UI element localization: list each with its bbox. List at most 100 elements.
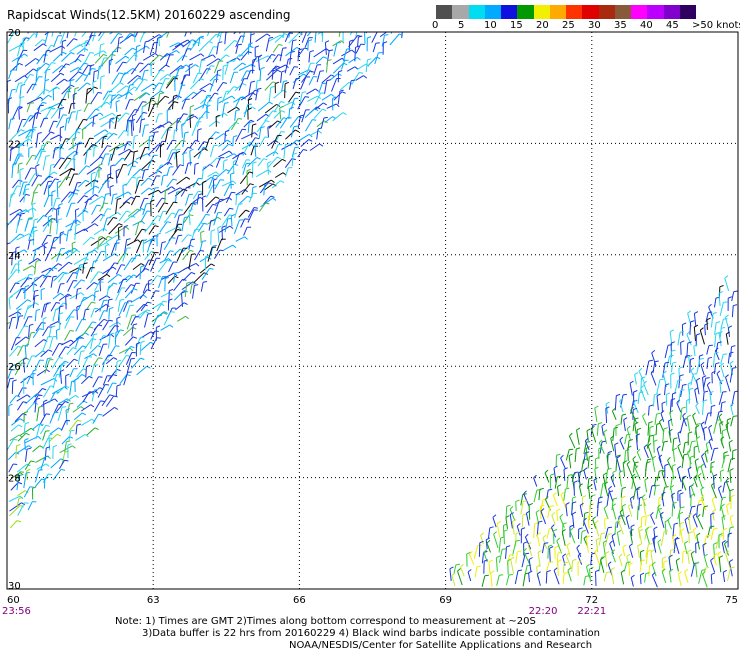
wind-barb-feather xyxy=(269,37,273,38)
wind-barb xyxy=(100,280,101,291)
wind-barb-feather xyxy=(14,439,18,440)
wind-barb xyxy=(691,495,692,506)
y-tick-label: 24 xyxy=(8,251,21,262)
plot-background xyxy=(7,32,738,589)
wind-barb-feather xyxy=(51,326,55,327)
wind-barb xyxy=(93,82,94,93)
wind-barb-feather xyxy=(586,442,590,443)
wind-barb-feather xyxy=(700,359,704,360)
wind-barb xyxy=(236,195,237,205)
wind-barb xyxy=(115,332,116,345)
wind-barb-feather xyxy=(324,117,328,118)
wind-barb xyxy=(268,127,269,137)
wind-barb xyxy=(28,20,30,34)
wind-barb xyxy=(231,174,232,188)
wind-barb xyxy=(44,244,45,254)
wind-barb-feather xyxy=(359,73,363,74)
y-tick-label: 30 xyxy=(8,581,21,592)
wind-barb-feather xyxy=(105,360,109,361)
wind-barb-feather xyxy=(30,487,34,488)
wind-barb-feather xyxy=(665,487,669,488)
wind-barb-feather xyxy=(288,59,292,60)
wind-barb-feather xyxy=(365,28,369,30)
wind-barb-feather xyxy=(57,374,61,375)
wind-barb-feather xyxy=(659,470,663,471)
wind-barb-feather xyxy=(686,356,690,357)
wind-barb xyxy=(190,116,191,128)
wind-barb-feather xyxy=(382,22,386,23)
wind-barb-feather xyxy=(70,403,74,404)
wind-barb-feather xyxy=(213,245,217,246)
y-tick-label: 20 xyxy=(8,28,21,39)
wind-barb-feather xyxy=(30,19,34,20)
wind-barb-feather xyxy=(99,414,103,415)
wind-barb-feather xyxy=(135,30,139,31)
wind-barb-feather xyxy=(143,102,147,103)
wind-barb-feather xyxy=(45,304,49,305)
wind-barb-feather xyxy=(92,69,96,70)
wind-barb-feather xyxy=(39,395,43,396)
wind-barb-feather xyxy=(649,435,653,436)
wind-barb-feather xyxy=(201,60,205,61)
wind-barb-feather xyxy=(34,192,38,193)
wind-barb-feather xyxy=(187,25,190,27)
wind-barb-feather xyxy=(23,388,27,389)
wind-barb xyxy=(666,395,667,406)
wind-barb-feather xyxy=(385,35,389,36)
wind-barb-feather xyxy=(59,344,63,345)
wind-barb-feather xyxy=(343,27,347,29)
wind-barb xyxy=(546,572,547,584)
wind-barb xyxy=(201,233,202,243)
wind-barb xyxy=(596,572,597,586)
wind-barb-feather xyxy=(456,564,460,565)
wind-barb-feather xyxy=(238,44,242,45)
wind-barb xyxy=(142,107,143,121)
wind-barb-feather xyxy=(12,317,16,318)
wind-barb xyxy=(654,442,655,453)
wind-barb xyxy=(308,41,309,51)
wind-barb-feather xyxy=(358,22,362,23)
wind-barb-feather xyxy=(207,69,211,70)
wind-barb xyxy=(231,216,232,226)
wind-barb xyxy=(258,25,265,32)
wind-barb-feather xyxy=(108,91,112,92)
wind-barb xyxy=(225,132,226,142)
wind-barb-feather xyxy=(357,24,361,25)
wind-barb-feather xyxy=(403,23,407,24)
wind-barb-feather xyxy=(200,117,204,118)
wind-barb xyxy=(374,22,383,32)
wind-barb-feather xyxy=(35,174,39,175)
wind-barb-feather xyxy=(120,330,124,331)
wind-barb-feather xyxy=(678,380,682,381)
wind-barb xyxy=(137,178,138,188)
wind-barb-feather xyxy=(693,374,697,375)
wind-barb-feather xyxy=(681,507,685,508)
wind-barb-feather xyxy=(40,105,44,106)
wind-barb-feather xyxy=(664,441,668,442)
wind-barb-feather xyxy=(170,251,174,252)
wind-barb-feather xyxy=(709,345,713,346)
wind-barb-feather xyxy=(265,25,269,27)
wind-barb xyxy=(355,47,356,61)
wind-barb-feather xyxy=(692,441,696,442)
wind-barb-feather xyxy=(245,29,249,30)
x-tick-label: 63 xyxy=(147,595,160,606)
wind-barb-feather xyxy=(202,241,206,242)
wind-barb-feather xyxy=(106,31,110,32)
wind-barb-feather xyxy=(105,385,109,386)
wind-barb xyxy=(105,246,106,259)
wind-barb xyxy=(681,342,682,354)
wind-barb-feather xyxy=(46,156,50,157)
wind-barb-feather xyxy=(55,22,59,23)
wind-barb xyxy=(690,360,691,373)
wind-barb xyxy=(679,368,680,377)
y-tick-label: 28 xyxy=(8,474,21,485)
wind-barb xyxy=(506,506,507,517)
wind-barb-feather xyxy=(710,526,714,527)
wind-barb-feather xyxy=(705,568,709,569)
wind-barb-feather xyxy=(30,116,34,117)
wind-barb-feather xyxy=(199,178,203,179)
wind-barb-feather xyxy=(24,326,28,327)
wind-barb xyxy=(690,322,691,335)
wind-barb-feather xyxy=(46,414,50,415)
